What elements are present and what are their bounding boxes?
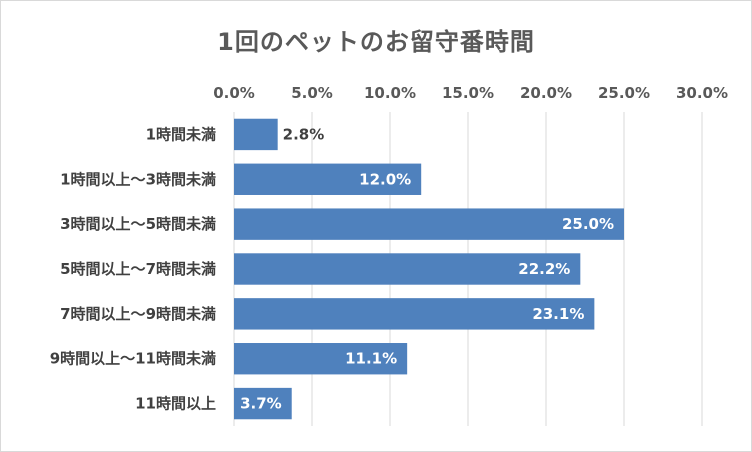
bar <box>234 253 581 285</box>
x-tick-label: 0.0% <box>213 84 255 102</box>
chart-title: 1回のペットのお留守番時間 <box>217 28 535 56</box>
category-label: 5時間以上～7時間未満 <box>60 260 216 278</box>
value-label: 12.0% <box>359 170 411 188</box>
x-tick-label: 25.0% <box>598 84 650 102</box>
value-label: 25.0% <box>562 215 614 233</box>
category-label: 7時間以上～9時間未満 <box>60 305 216 323</box>
category-label: 1時間以上～3時間未満 <box>60 170 216 188</box>
bar <box>234 343 408 375</box>
bar <box>234 163 422 195</box>
x-tick-label: 15.0% <box>442 84 494 102</box>
category-label: 11時間以上 <box>135 395 216 413</box>
bars <box>234 118 624 420</box>
value-label: 23.1% <box>532 305 584 323</box>
bar <box>234 208 624 240</box>
x-tick-label: 10.0% <box>364 84 416 102</box>
category-labels: 1時間未満 1時間以上～3時間未満 3時間以上～5時間未満 5時間以上～7時間未満 7時… <box>50 125 216 412</box>
x-tick-label: 20.0% <box>520 84 572 102</box>
value-label: 11.1% <box>345 350 397 368</box>
category-label: 3時間以上～5時間未満 <box>60 215 216 233</box>
value-label: 22.2% <box>518 260 570 278</box>
value-label: 2.8% <box>283 125 325 143</box>
x-tick-label: 30.0% <box>676 84 728 102</box>
x-axis-tick-labels: 0.0% 5.0% 10.0% 15.0% 20.0% 25.0% 30.0% <box>213 84 728 102</box>
bar <box>234 118 278 151</box>
value-label: 3.7% <box>240 395 282 413</box>
x-tick-label: 5.0% <box>291 84 333 102</box>
bar <box>234 298 595 330</box>
category-label: 9時間以上～11時間未満 <box>50 350 216 368</box>
bar <box>234 387 292 420</box>
value-labels: 2.8% 12.0% 25.0% 22.2% 23.1% 11.1% 3.7% <box>240 125 614 412</box>
category-label: 1時間未満 <box>146 125 216 143</box>
